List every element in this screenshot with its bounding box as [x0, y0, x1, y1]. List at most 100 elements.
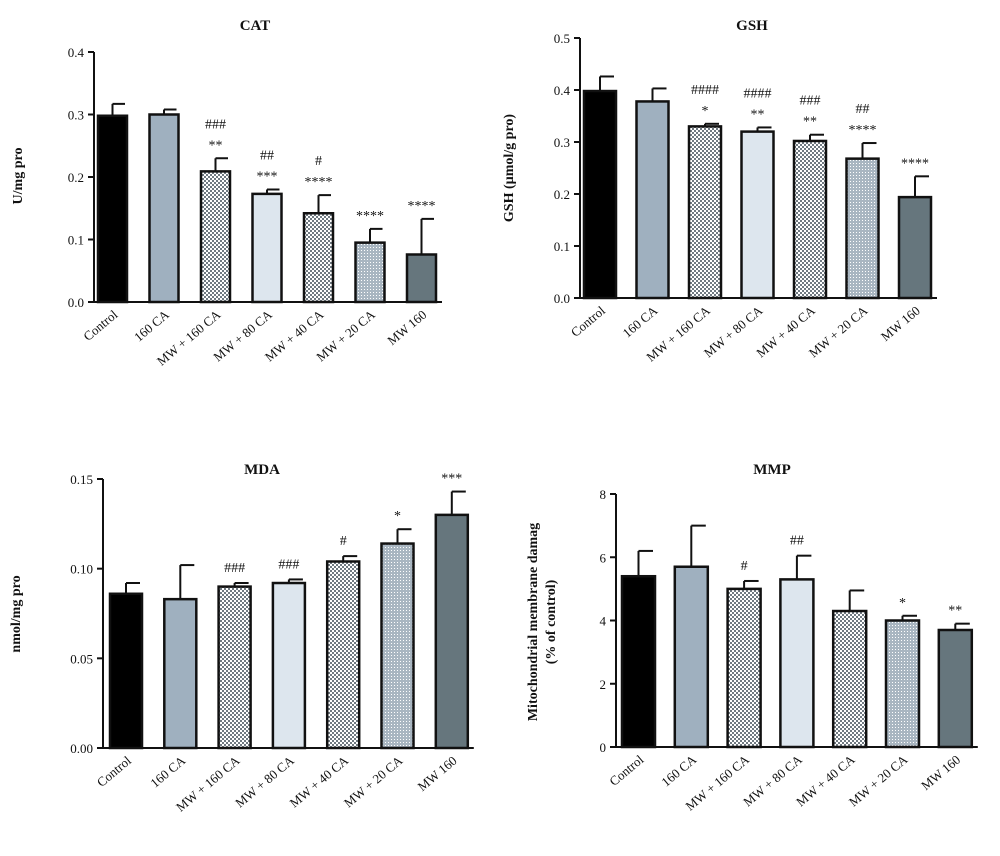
y-tick-label: 0 [600, 740, 607, 755]
bar-mw-160 [897, 195, 933, 300]
significance-hash: # [340, 534, 347, 549]
panel-mmp: MMP Mitochondrial membrane damag (% of c… [526, 462, 978, 814]
bar-mw-20-ca [845, 157, 880, 300]
y-tick-label: 0.15 [70, 472, 93, 487]
x-tick-label: MW 160 [415, 753, 460, 794]
panel-cat: CAT U/mg pro 0.0 0.1 0.2 0.3 0.4 Control 160 C… [11, 18, 442, 369]
bar-mw-160 [434, 513, 470, 750]
x-tick-label: MW + 20 CA [846, 751, 911, 809]
chart-title: CAT [240, 18, 271, 34]
bar-control [582, 89, 618, 300]
significance-hash: ### [800, 94, 821, 109]
y-tick-label: 0.05 [70, 651, 93, 666]
bar-mw-20-ca [354, 241, 386, 304]
significance-star: * [899, 596, 906, 611]
significance-star: ** [751, 107, 765, 122]
significance-star: * [394, 509, 401, 524]
y-tick-label: 2 [600, 677, 607, 692]
y-tick-label: 8 [600, 487, 607, 502]
significance-star: **** [305, 175, 333, 190]
bar-mw-40-ca [792, 139, 828, 300]
bar-mw-20-ca [884, 619, 921, 749]
y-tick-label: 0.2 [68, 170, 84, 185]
bar-mw-80-ca [251, 192, 283, 304]
bar-160-ca [163, 597, 198, 750]
x-tick-label: MW + 40 CA [287, 752, 352, 810]
y-tick-label: 0.3 [68, 108, 84, 123]
significance-hash: ## [856, 102, 870, 117]
bar-mw-160 [405, 253, 438, 304]
significance-hash: ### [278, 557, 299, 572]
significance-hash: ### [205, 117, 226, 132]
bar-160-ca [673, 565, 710, 749]
y-tick-label: 0.00 [70, 741, 93, 756]
bar-mw-40-ca [302, 212, 335, 304]
y-tick-label: 0.0 [68, 295, 84, 310]
x-tick-label: Control [568, 303, 608, 340]
y-tick-label: 0.3 [554, 135, 570, 150]
bar-160-ca [635, 100, 670, 300]
y-tick-label: 0.4 [554, 83, 571, 98]
x-tick-label: Control [606, 752, 646, 789]
chart-title: GSH [736, 18, 768, 34]
x-tick-label: MW + 80 CA [232, 752, 297, 810]
chart-title: MMP [753, 462, 790, 478]
bar-mw-80-ca [740, 130, 775, 300]
panel-gsh: GSH GSH (µmol/g pro) 0.0 0.1 0.2 0.3 0.4 0.5 C… [502, 18, 937, 365]
significance-hash: #### [691, 83, 719, 98]
x-tick-label: Control [94, 753, 134, 790]
y-axis-label: GSH (µmol/g pro) [502, 114, 517, 222]
bar-mw-80-ca [271, 581, 307, 750]
significance-star: **** [849, 123, 877, 138]
chart-title: MDA [244, 462, 280, 478]
gsh-plot: 0.0 0.1 0.2 0.3 0.4 0.5 Control 160 CA * #### MW +… [554, 31, 937, 365]
significance-star: ** [209, 138, 223, 153]
bar-mw-160-ca [726, 587, 762, 749]
y-tick-label: 0.1 [554, 239, 570, 254]
x-tick-label: 160 CA [658, 751, 699, 789]
significance-star: ** [948, 604, 962, 619]
y-axis-label-2: (% of control) [544, 579, 559, 664]
y-tick-label: 0.0 [554, 291, 570, 306]
x-tick-label: Control [80, 307, 120, 344]
significance-hash: # [315, 154, 322, 169]
panel-mda: MDA nmol/mg pro 0.00 0.05 0.10 0.15 Control 1… [9, 462, 474, 815]
bar-mw-160-ca [217, 585, 252, 750]
y-tick-label: 6 [600, 550, 607, 565]
significance-hash: ### [224, 561, 245, 576]
significance-star: ** [803, 115, 817, 130]
bar-160-ca [148, 113, 180, 304]
x-tick-label: MW 160 [384, 307, 429, 348]
bar-mw-160 [937, 628, 974, 749]
y-tick-label: 4 [600, 614, 607, 629]
significance-star: * [702, 104, 709, 119]
x-tick-label: MW + 20 CA [341, 752, 406, 810]
significance-hash: #### [744, 86, 772, 101]
x-tick-label: 160 CA [147, 752, 188, 790]
x-tick-label: 160 CA [620, 302, 661, 340]
bar-control [108, 592, 144, 750]
bar-mw-80-ca [779, 578, 815, 749]
bar-mw-160-ca [199, 170, 232, 304]
significance-hash: ## [790, 534, 804, 549]
y-axis-label: U/mg pro [11, 148, 26, 205]
significance-star: **** [408, 199, 436, 214]
significance-star: *** [441, 472, 462, 487]
bar-control [96, 114, 129, 304]
bar-control [620, 574, 657, 749]
y-tick-label: 0.4 [68, 45, 85, 60]
significance-hash: ## [260, 149, 274, 164]
bar-mw-160-ca [687, 125, 723, 300]
y-tick-label: 0.2 [554, 187, 570, 202]
x-tick-label: 160 CA [131, 306, 172, 344]
bar-mw-40-ca [325, 560, 361, 750]
bar-mw-20-ca [380, 542, 415, 750]
bar-mw-40-ca [831, 609, 868, 749]
y-axis-label: Mitochondrial membrane damag [526, 523, 541, 721]
y-tick-label: 0.5 [554, 31, 570, 46]
significance-hash: # [741, 559, 748, 574]
